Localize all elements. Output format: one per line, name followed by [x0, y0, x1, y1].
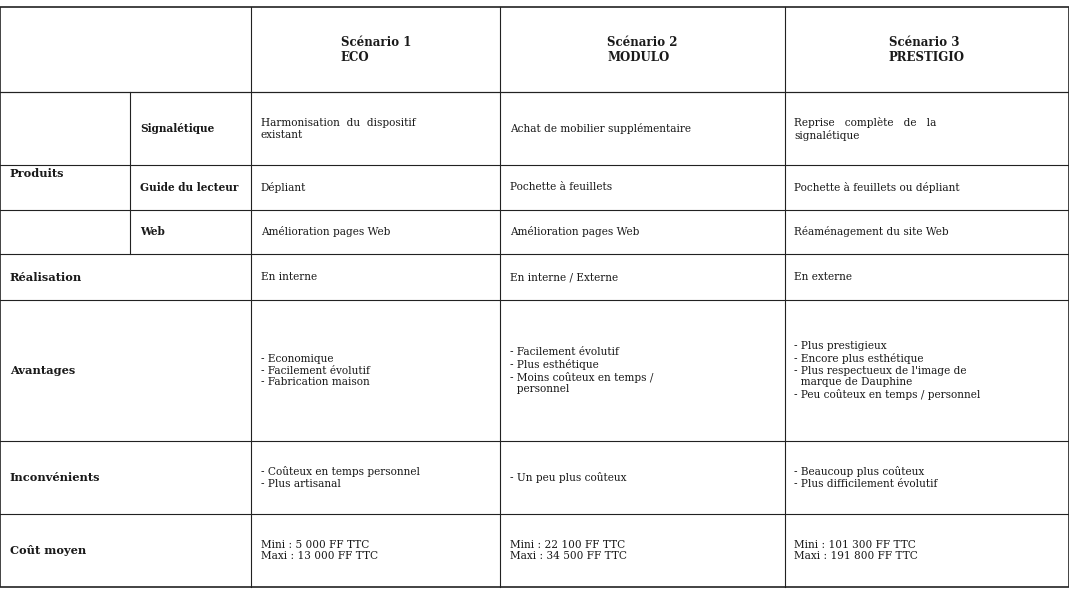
Text: Avantages: Avantages [10, 365, 75, 376]
Text: - Plus prestigieux
- Encore plus esthétique
- Plus respectueux de l'image de
  m: - Plus prestigieux - Encore plus esthéti… [794, 342, 980, 400]
Text: Mini : 5 000 FF TTC
Maxi : 13 000 FF TTC: Mini : 5 000 FF TTC Maxi : 13 000 FF TTC [261, 539, 378, 561]
Text: Amélioration pages Web: Amélioration pages Web [510, 226, 639, 238]
Text: Coût moyen: Coût moyen [10, 545, 86, 556]
Text: - Facilement évolutif
- Plus esthétique
- Moins coûteux en temps /
  personnel: - Facilement évolutif - Plus esthétique … [510, 347, 653, 394]
Text: Produits: Produits [10, 168, 64, 179]
Text: Achat de mobilier supplémentaire: Achat de mobilier supplémentaire [510, 124, 691, 134]
Text: - Un peu plus coûteux: - Un peu plus coûteux [510, 472, 626, 483]
Text: - Coûteux en temps personnel
- Plus artisanal: - Coûteux en temps personnel - Plus arti… [261, 466, 420, 489]
Text: Scénario 1
ECO: Scénario 1 ECO [341, 36, 410, 64]
Text: En interne / Externe: En interne / Externe [510, 272, 618, 282]
Text: Scénario 3
PRESTIGIO: Scénario 3 PRESTIGIO [888, 36, 965, 64]
Text: Réalisation: Réalisation [10, 271, 82, 283]
Text: Inconvénients: Inconvénients [10, 472, 100, 483]
Text: Mini : 101 300 FF TTC
Maxi : 191 800 FF TTC: Mini : 101 300 FF TTC Maxi : 191 800 FF … [794, 539, 918, 561]
Text: Mini : 22 100 FF TTC
Maxi : 34 500 FF TTC: Mini : 22 100 FF TTC Maxi : 34 500 FF TT… [510, 539, 626, 561]
Text: Guide du lecteur: Guide du lecteur [140, 182, 238, 193]
Text: Réaménagement du site Web: Réaménagement du site Web [794, 226, 949, 238]
Text: En interne: En interne [261, 272, 317, 282]
Text: - Beaucoup plus coûteux
- Plus difficilement évolutif: - Beaucoup plus coûteux - Plus difficile… [794, 466, 938, 489]
Text: Amélioration pages Web: Amélioration pages Web [261, 226, 390, 238]
Text: Reprise   complète   de   la
signalétique: Reprise complète de la signalétique [794, 117, 936, 141]
Text: Scénario 2
MODULO: Scénario 2 MODULO [607, 36, 678, 64]
Text: Signalétique: Signalétique [140, 124, 214, 134]
Text: Dépliant: Dépliant [261, 182, 306, 193]
Text: Web: Web [140, 226, 165, 238]
Text: Pochette à feuillets ou dépliant: Pochette à feuillets ou dépliant [794, 182, 960, 193]
Text: - Economique
- Facilement évolutif
- Fabrication maison: - Economique - Facilement évolutif - Fab… [261, 354, 370, 387]
Text: En externe: En externe [794, 272, 852, 282]
Text: Pochette à feuillets: Pochette à feuillets [510, 182, 613, 192]
Text: Harmonisation  du  dispositif
existant: Harmonisation du dispositif existant [261, 118, 416, 140]
